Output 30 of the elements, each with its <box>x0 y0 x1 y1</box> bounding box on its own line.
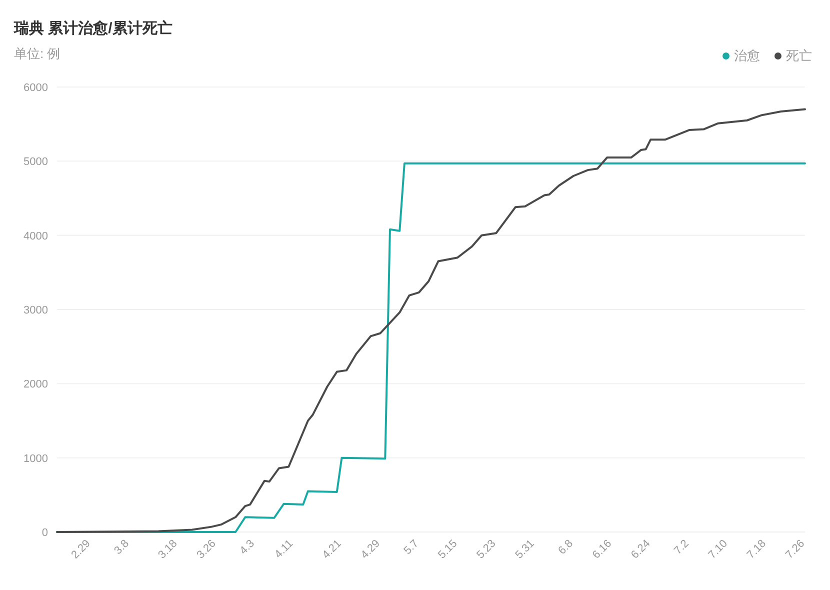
x-tick-label: 7.10 <box>706 538 730 562</box>
x-tick-label: 3.18 <box>156 538 180 562</box>
y-tick-label: 6000 <box>24 82 48 94</box>
x-tick-label: 3.8 <box>112 538 132 557</box>
x-tick-label: 4.21 <box>320 538 344 562</box>
x-tick-label: 5.23 <box>474 538 498 562</box>
y-tick-label: 1000 <box>24 452 48 465</box>
x-tick-label: 6.8 <box>556 538 576 557</box>
x-tick-label: 3.26 <box>194 538 218 562</box>
x-tick-label: 2.29 <box>69 538 93 562</box>
x-tick-label: 4.11 <box>272 538 296 561</box>
chart-title: 瑞典 累计治愈/累计死亡 <box>13 19 172 37</box>
chart-subtitle: 单位: 例 <box>14 46 60 61</box>
legend-label: 治愈 <box>734 48 760 63</box>
x-tick-label: 5.15 <box>436 538 460 562</box>
x-tick-label: 6.16 <box>590 538 614 562</box>
x-tick-label: 5.7 <box>402 538 422 557</box>
x-tick-label: 7.26 <box>783 538 808 562</box>
x-tick-label: 7.2 <box>672 538 692 557</box>
legend-label: 死亡 <box>786 48 812 63</box>
x-tick-label: 7.18 <box>744 538 769 562</box>
x-tick-label: 4.29 <box>358 538 382 562</box>
x-tick-label: 6.24 <box>629 538 653 562</box>
y-tick-label: 4000 <box>24 230 48 242</box>
x-tick-label: 4.3 <box>238 538 257 557</box>
y-tick-label: 3000 <box>24 304 48 316</box>
x-tick-label: 5.31 <box>513 538 537 562</box>
y-tick-label: 2000 <box>24 378 48 391</box>
y-tick-label: 5000 <box>24 156 48 168</box>
y-tick-label: 0 <box>42 527 48 539</box>
